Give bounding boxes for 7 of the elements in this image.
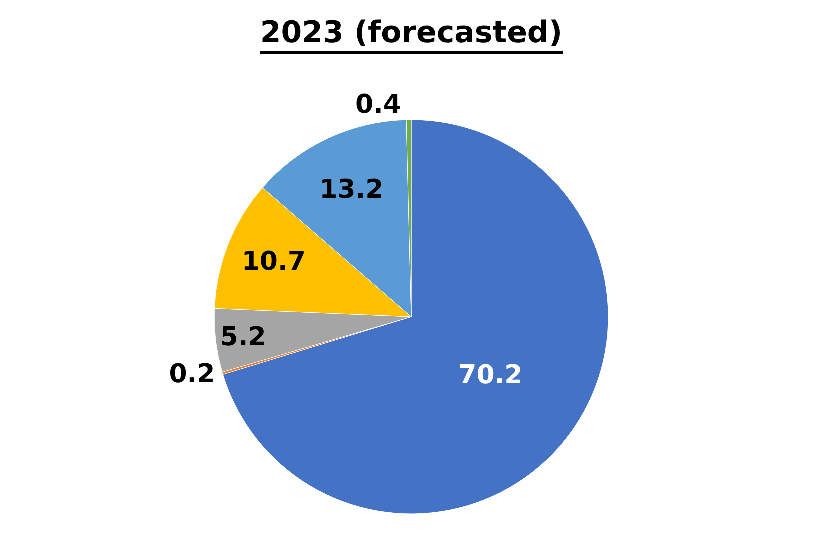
- data-label: 13.2: [320, 175, 384, 205]
- data-label: 10.7: [242, 247, 306, 278]
- chart-title: 2023 (forecasted): [260, 15, 563, 50]
- data-label: 5.2: [220, 322, 266, 352]
- data-label: 70.2: [458, 360, 523, 391]
- data-label: 0.2: [169, 360, 216, 390]
- data-label: 0.4: [355, 90, 402, 120]
